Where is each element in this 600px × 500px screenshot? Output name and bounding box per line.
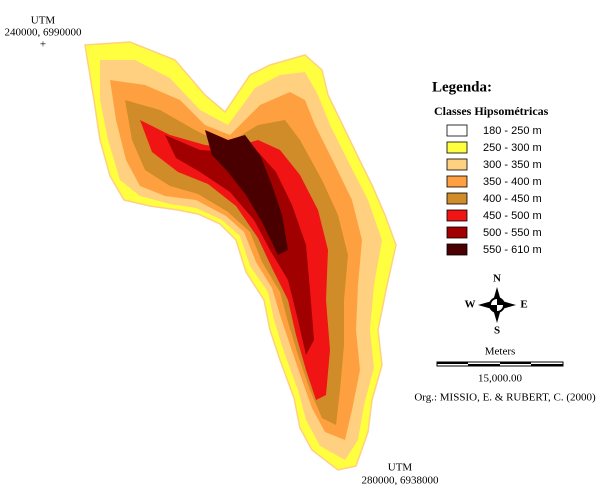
legend-swatch [446,243,468,256]
utm-label: UTM [388,462,413,474]
compass-n: N [493,273,501,285]
legend-swatch [446,124,468,137]
utm-coords: 240000, 6990000 [5,27,83,39]
legend-label: 450 - 500 m [483,210,542,222]
legend-swatch [446,175,468,188]
legend-swatch [446,192,468,205]
legend-title: Legenda: [432,79,492,95]
legend-label: 550 - 610 m [483,244,542,256]
legend-label: 350 - 400 m [483,176,542,188]
legend-label: 250 - 300 m [483,142,542,154]
scale-unit: Meters [485,346,516,358]
legend-label: 500 - 550 m [483,227,542,239]
legend-label: 300 - 350 m [483,159,542,171]
compass-e: E [520,299,527,311]
scale-bar [436,361,564,367]
elevation-zone [205,130,288,255]
legend-swatch [446,226,468,239]
utm-coords: 280000, 6938000 [362,475,440,487]
legend-swatch [446,158,468,171]
scale-distance: 15,000.00 [478,373,523,385]
compass-w: W [465,299,476,311]
utm-label: UTM [31,15,56,27]
legend-swatch [446,209,468,222]
elevation-map [84,41,397,471]
legend-label: 180 - 250 m [483,125,542,137]
elevation-zone [165,135,314,355]
map-outline [84,41,397,471]
compass-s: S [494,325,500,337]
legend-swatch [446,141,468,154]
compass-rose [478,287,516,323]
legend-subtitle: Classes Hipsométricas [434,104,549,118]
credit: Org.: MISSIO, E. & RUBERT, C. (2000) [414,392,596,404]
legend: 180 - 250 m 250 - 300 m 300 - 350 m 350 - 4… [446,124,542,256]
legend-label: 400 - 450 m [483,193,542,205]
utm-marker: + [40,39,46,51]
